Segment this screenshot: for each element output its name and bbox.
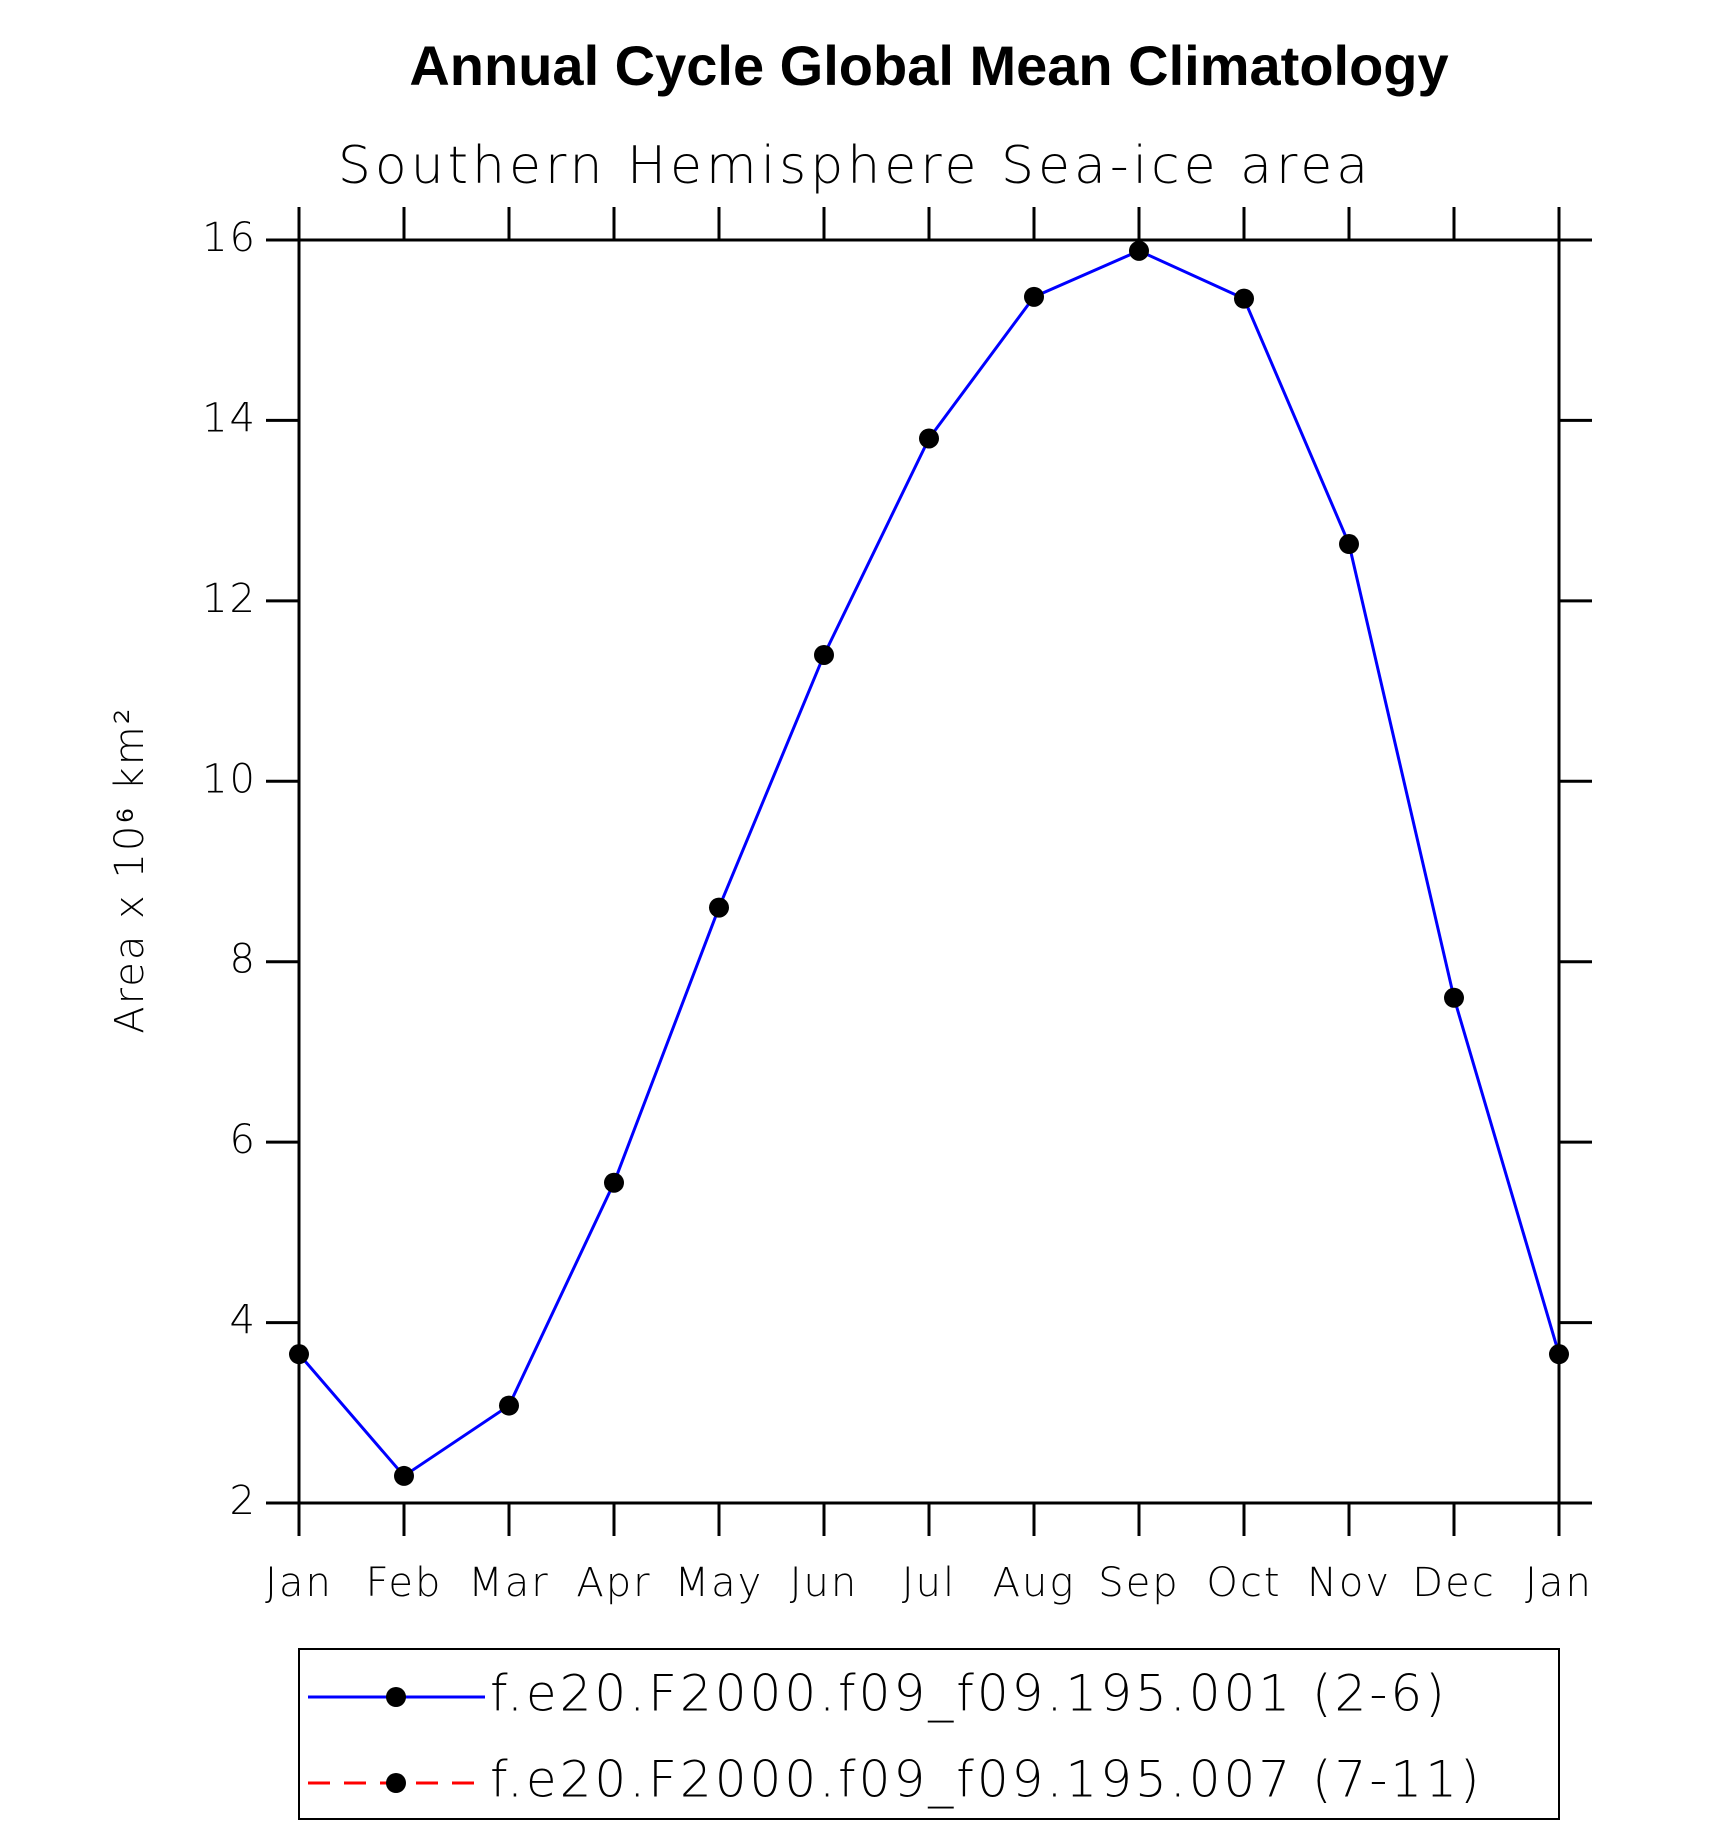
point: [709, 897, 729, 918]
x-tick-label: Mar: [468, 1560, 549, 1606]
point: [1024, 286, 1044, 307]
point: [604, 1172, 624, 1193]
y-tick-label: 2: [230, 1478, 257, 1524]
x-tick-label: Jan: [265, 1560, 333, 1606]
legend-marker: [386, 1773, 406, 1793]
y-tick-label: 12: [202, 576, 257, 622]
x-tick-label: Nov: [1307, 1560, 1391, 1606]
y-tick-label: 8: [230, 937, 257, 983]
y-tick-label: 4: [230, 1298, 257, 1344]
x-tick-label: Feb: [366, 1560, 443, 1606]
y-tick-label: 10: [202, 756, 257, 802]
x-tick-label: Jul: [902, 1560, 956, 1606]
legend-marker: [386, 1687, 406, 1707]
point: [289, 1344, 309, 1365]
x-tick-label: Jan: [1525, 1560, 1593, 1606]
point: [1549, 1344, 1569, 1365]
x-tick-label: Sep: [1098, 1560, 1179, 1606]
chart-title: Annual Cycle Global Mean Climatology: [409, 34, 1448, 97]
x-tick-label: Oct: [1206, 1560, 1281, 1606]
chart-subtitle: Southern Hemisphere Sea-ice area: [338, 136, 1372, 196]
y-tick-label: 16: [202, 215, 257, 261]
x-tick-label: Dec: [1412, 1560, 1495, 1606]
y-tick-label: 6: [230, 1117, 257, 1163]
point: [394, 1465, 414, 1486]
legend-label: f.e20.F2000.f09_f09.195.007 (7-11): [490, 1751, 1483, 1809]
legend-box: [298, 1648, 1560, 1820]
point: [1234, 288, 1254, 309]
point: [499, 1395, 519, 1416]
y-axis-label: Area x 10⁶ km²: [107, 706, 153, 1033]
point: [1339, 534, 1359, 555]
point: [919, 428, 939, 449]
y-tick-label: 14: [202, 395, 257, 441]
x-tick-label: Apr: [576, 1560, 651, 1606]
x-tick-label: Aug: [993, 1560, 1076, 1606]
point: [814, 644, 834, 665]
x-tick-label: May: [675, 1560, 764, 1606]
x-tick-label: Jun: [790, 1560, 859, 1606]
point: [1444, 987, 1464, 1008]
point: [1129, 240, 1149, 261]
legend-label: f.e20.F2000.f09_f09.195.001 (2-6): [490, 1665, 1448, 1723]
